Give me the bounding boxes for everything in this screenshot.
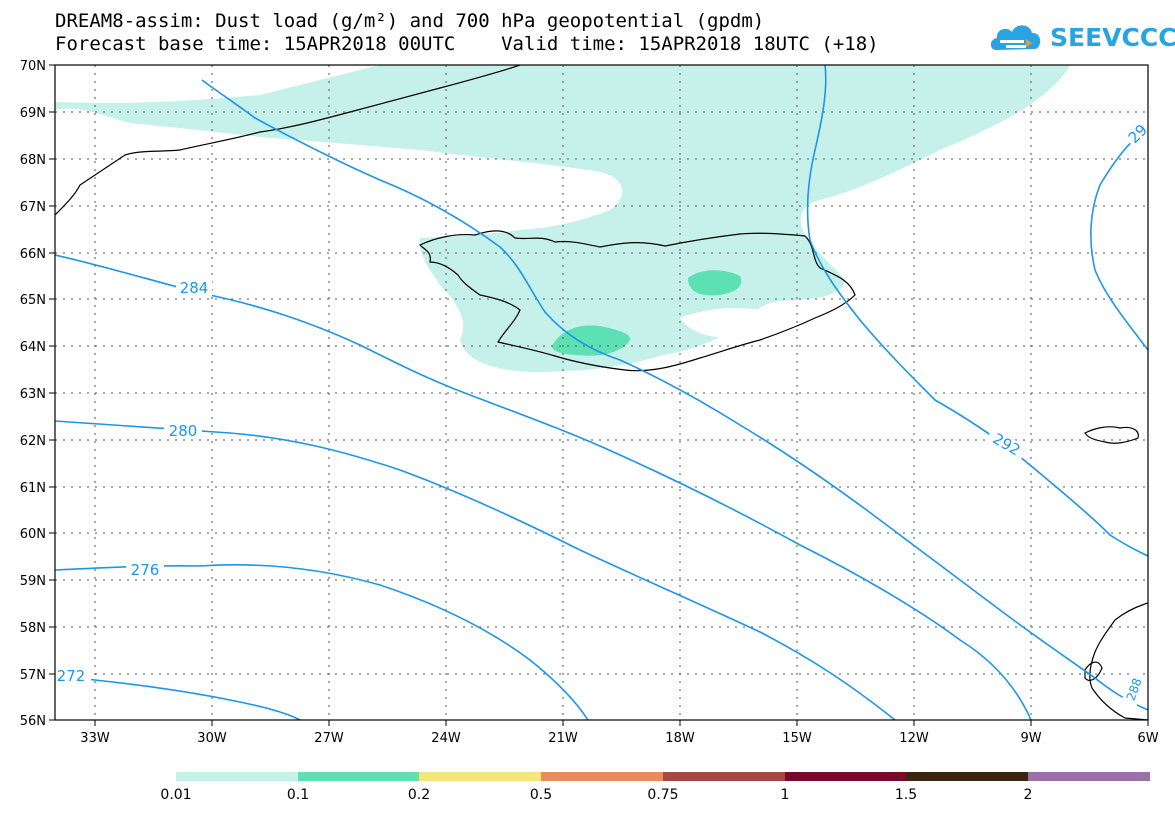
lon-label-33w: 33W bbox=[80, 731, 110, 746]
contour-label-bg bbox=[126, 562, 164, 578]
dust-load-shading-medium bbox=[552, 270, 742, 356]
lat-label-61n: 61N bbox=[20, 481, 46, 496]
contour-276 bbox=[55, 564, 589, 720]
lon-label-27w: 27W bbox=[314, 731, 344, 746]
legend-swatch-4 bbox=[541, 772, 663, 781]
legend-swatch-5 bbox=[663, 772, 785, 781]
logo-text: SEEVCCC bbox=[1050, 23, 1175, 52]
lon-label-21w: 21W bbox=[548, 731, 578, 746]
legend-swatch-1 bbox=[176, 772, 298, 781]
lon-label-15w: 15W bbox=[782, 731, 812, 746]
lat-label-68n: 68N bbox=[20, 153, 46, 168]
lat-label-69n: 69N bbox=[20, 106, 46, 121]
contour-label-288-group: 288 bbox=[1121, 671, 1148, 708]
contour-label-276: 276 bbox=[131, 561, 160, 579]
longitude-labels: 33W 30W 27W 24W 21W 18W 15W 12W 9W 6W bbox=[80, 731, 1158, 746]
greenland-coast bbox=[55, 65, 521, 216]
legend-label-1: 1 bbox=[780, 787, 790, 803]
map-plot-area: 284 280 276 272 292 29 288 bbox=[55, 65, 1151, 720]
geopotential-contours bbox=[55, 65, 1148, 720]
lon-label-30w: 30W bbox=[197, 731, 227, 746]
map-title-line2: Forecast base time: 15APR2018 00UTC Vali… bbox=[55, 33, 879, 55]
cloud-icon bbox=[990, 25, 1041, 50]
lon-label-24w: 24W bbox=[431, 731, 461, 746]
contour-label-bg bbox=[1121, 671, 1148, 708]
legend-label-1.5: 1.5 bbox=[894, 787, 918, 803]
contour-296 bbox=[1090, 127, 1148, 351]
lat-label-63n: 63N bbox=[20, 387, 46, 402]
contour-label-284: 284 bbox=[180, 279, 209, 297]
lat-label-62n: 62N bbox=[20, 434, 46, 449]
legend-swatch-7 bbox=[906, 772, 1028, 781]
contour-label-292-group: 292 bbox=[985, 427, 1028, 462]
lat-label-64n: 64N bbox=[20, 340, 46, 355]
contour-label-29-group: 29 bbox=[1123, 118, 1151, 149]
lon-label-18w: 18W bbox=[665, 731, 695, 746]
legend-label-0.75: 0.75 bbox=[647, 787, 679, 803]
contour-label-280: 280 bbox=[169, 422, 198, 440]
contour-label-bg bbox=[164, 423, 202, 439]
hebrides-coast bbox=[1084, 661, 1103, 681]
lat-label-67n: 67N bbox=[20, 200, 46, 215]
faroe-islands-coast bbox=[1084, 426, 1139, 444]
coastlines bbox=[55, 65, 1148, 720]
lat-label-65n: 65N bbox=[20, 293, 46, 308]
lat-label-56n: 56N bbox=[20, 714, 46, 729]
contour-280 bbox=[55, 420, 896, 720]
lat-label-70n: 70N bbox=[20, 59, 46, 74]
lon-label-9w: 9W bbox=[1020, 731, 1041, 746]
contour-284 bbox=[55, 254, 1032, 720]
contour-label-bg bbox=[55, 668, 91, 684]
axis-ticks bbox=[49, 64, 1149, 726]
legend-label-0.2: 0.2 bbox=[407, 787, 431, 803]
contour-label-bg bbox=[1123, 118, 1148, 149]
legend-swatch-3 bbox=[419, 772, 541, 781]
legend-swatch-6 bbox=[785, 772, 906, 781]
contour-288 bbox=[201, 79, 1148, 711]
legend-swatch-2 bbox=[298, 772, 419, 781]
legend-swatch-8 bbox=[1028, 772, 1150, 781]
contour-label-29: 29 bbox=[1125, 121, 1151, 147]
contour-label-bg bbox=[176, 280, 212, 296]
latitude-labels: 70N 69N 68N 67N 66N 65N 64N 63N 62N 61N … bbox=[20, 59, 46, 729]
iceland-coast bbox=[418, 230, 856, 372]
contour-label-272: 272 bbox=[57, 667, 86, 685]
seevccc-logo: SEEVCCC bbox=[988, 18, 1175, 58]
legend-label-0.5: 0.5 bbox=[529, 787, 553, 803]
lon-label-12w: 12W bbox=[899, 731, 929, 746]
lat-label-57n: 57N bbox=[20, 668, 46, 683]
lat-label-58n: 58N bbox=[20, 621, 46, 636]
contour-272 bbox=[55, 675, 301, 720]
lat-label-66n: 66N bbox=[20, 247, 46, 262]
lat-label-59n: 59N bbox=[20, 574, 46, 589]
map-title-line1: DREAM8-assim: Dust load (g/m²) and 700 h… bbox=[55, 10, 765, 32]
legend-label-2: 2 bbox=[1023, 787, 1033, 803]
contour-labels: 284 280 276 272 292 29 288 bbox=[55, 118, 1151, 708]
contour-label-bg bbox=[985, 427, 1028, 462]
contour-292 bbox=[806, 65, 1148, 557]
scotland-coast bbox=[1089, 602, 1148, 720]
lon-label-6w: 6W bbox=[1137, 731, 1158, 746]
contour-label-288: 288 bbox=[1124, 676, 1145, 702]
legend-label-0.1: 0.1 bbox=[286, 787, 310, 803]
lat-label-60n: 60N bbox=[20, 527, 46, 542]
legend-label-0.01: 0.01 bbox=[160, 787, 192, 803]
